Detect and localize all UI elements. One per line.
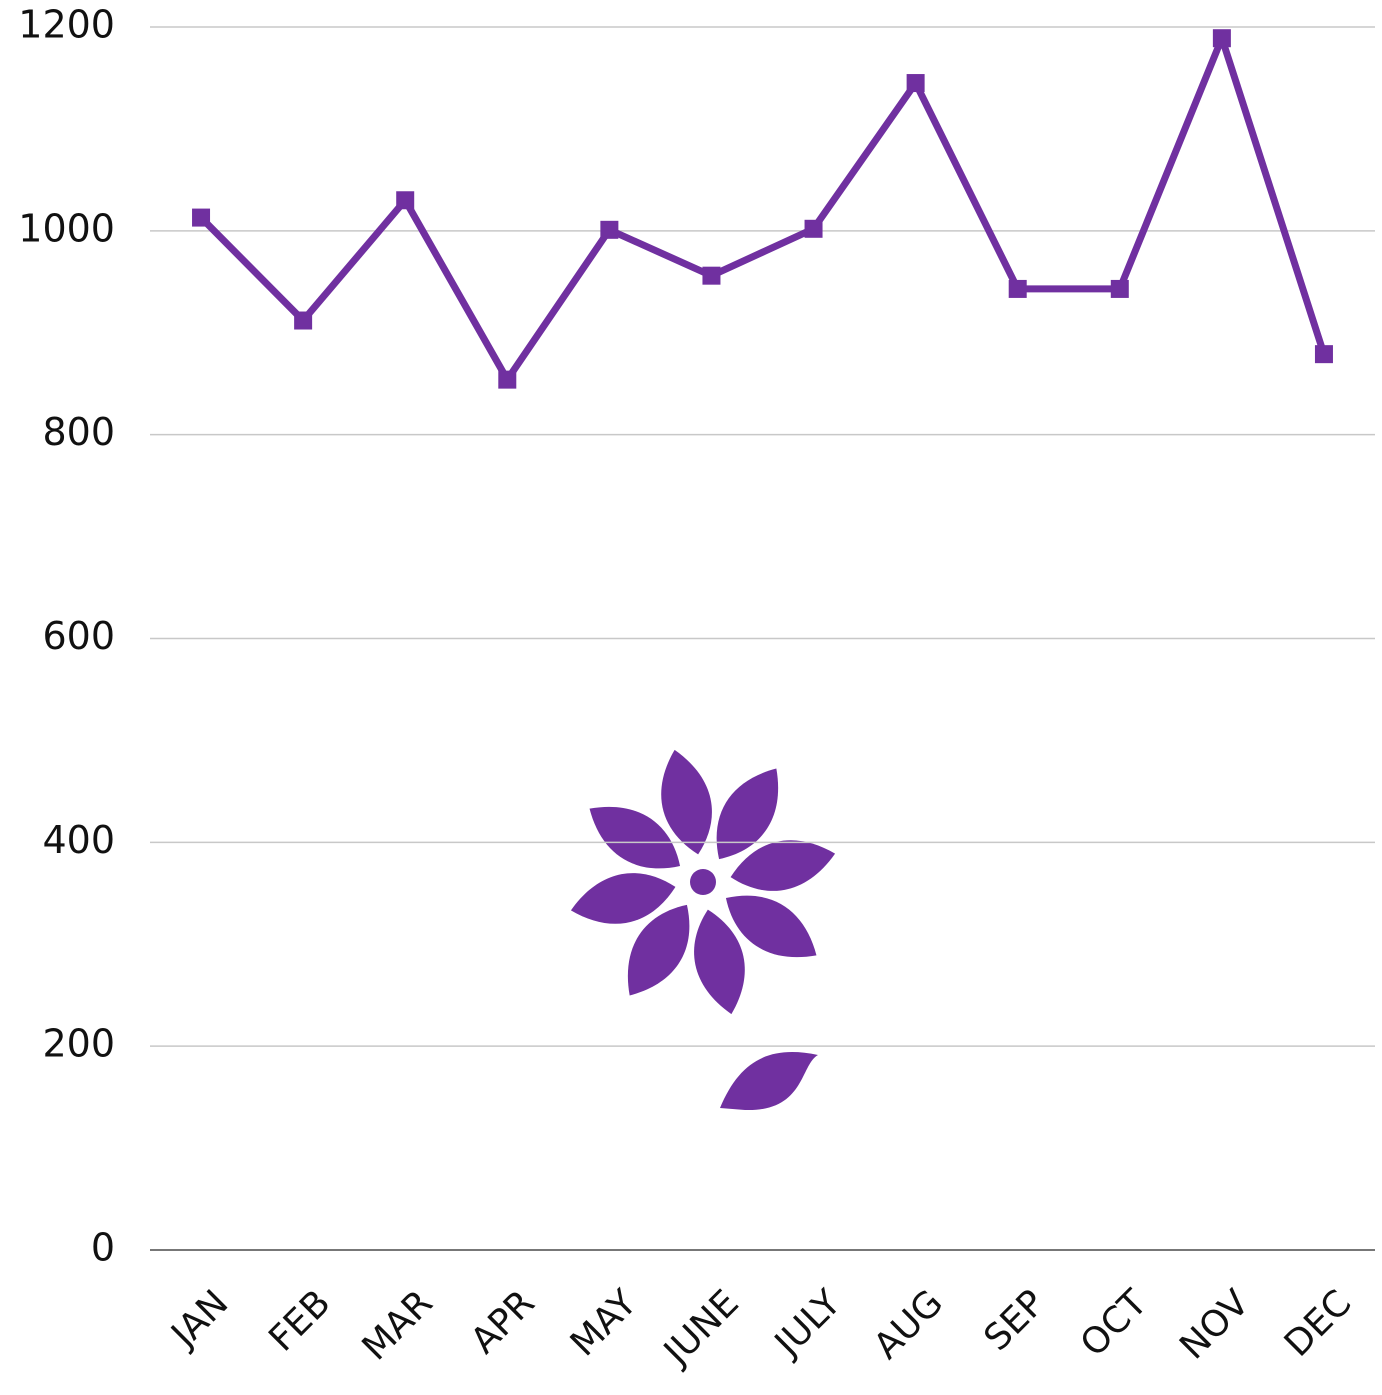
x-tick-label: NOV <box>1172 1282 1257 1367</box>
falling-petal <box>720 1052 818 1111</box>
marker <box>1008 279 1027 298</box>
flower-center <box>690 869 716 895</box>
flower-decoration <box>570 749 836 1015</box>
x-tick-label: JAN <box>163 1282 237 1356</box>
petal <box>716 768 779 860</box>
x-tick-label: MAR <box>355 1282 441 1368</box>
petal <box>627 904 690 996</box>
marker <box>1110 279 1129 298</box>
x-tick-label: JUNE <box>655 1282 747 1374</box>
marker <box>1314 345 1333 364</box>
marker <box>600 220 619 239</box>
petal <box>589 806 681 869</box>
y-tick-label: 1000 <box>18 206 115 250</box>
y-tick-label: 200 <box>42 1022 115 1066</box>
x-tick-label: APR <box>463 1282 542 1361</box>
marker <box>1212 29 1231 48</box>
x-tick-label: JULY <box>766 1282 850 1366</box>
x-tick-label: MAY <box>563 1282 646 1365</box>
y-tick-label: 600 <box>42 614 115 658</box>
marker <box>804 219 823 238</box>
marker <box>498 370 517 389</box>
marker <box>906 74 925 93</box>
x-tick-label: AUG <box>866 1282 951 1367</box>
line-series <box>198 34 1328 384</box>
petal <box>570 873 676 924</box>
marker <box>294 311 313 330</box>
x-tick-label: SEP <box>977 1282 1054 1359</box>
x-tick-label: DEC <box>1277 1282 1359 1364</box>
y-tick-label: 1200 <box>18 3 115 47</box>
x-tick-label: OCT <box>1073 1282 1156 1365</box>
y-tick-label: 0 <box>91 1226 115 1270</box>
petal <box>661 749 712 855</box>
marker <box>702 266 721 285</box>
marker <box>192 208 211 227</box>
marker <box>396 191 415 210</box>
petal <box>725 895 817 958</box>
petal <box>730 840 836 891</box>
petal <box>694 909 745 1015</box>
x-tick-label: FEB <box>261 1282 338 1359</box>
y-tick-label: 800 <box>42 410 115 454</box>
y-tick-label: 400 <box>42 818 115 862</box>
